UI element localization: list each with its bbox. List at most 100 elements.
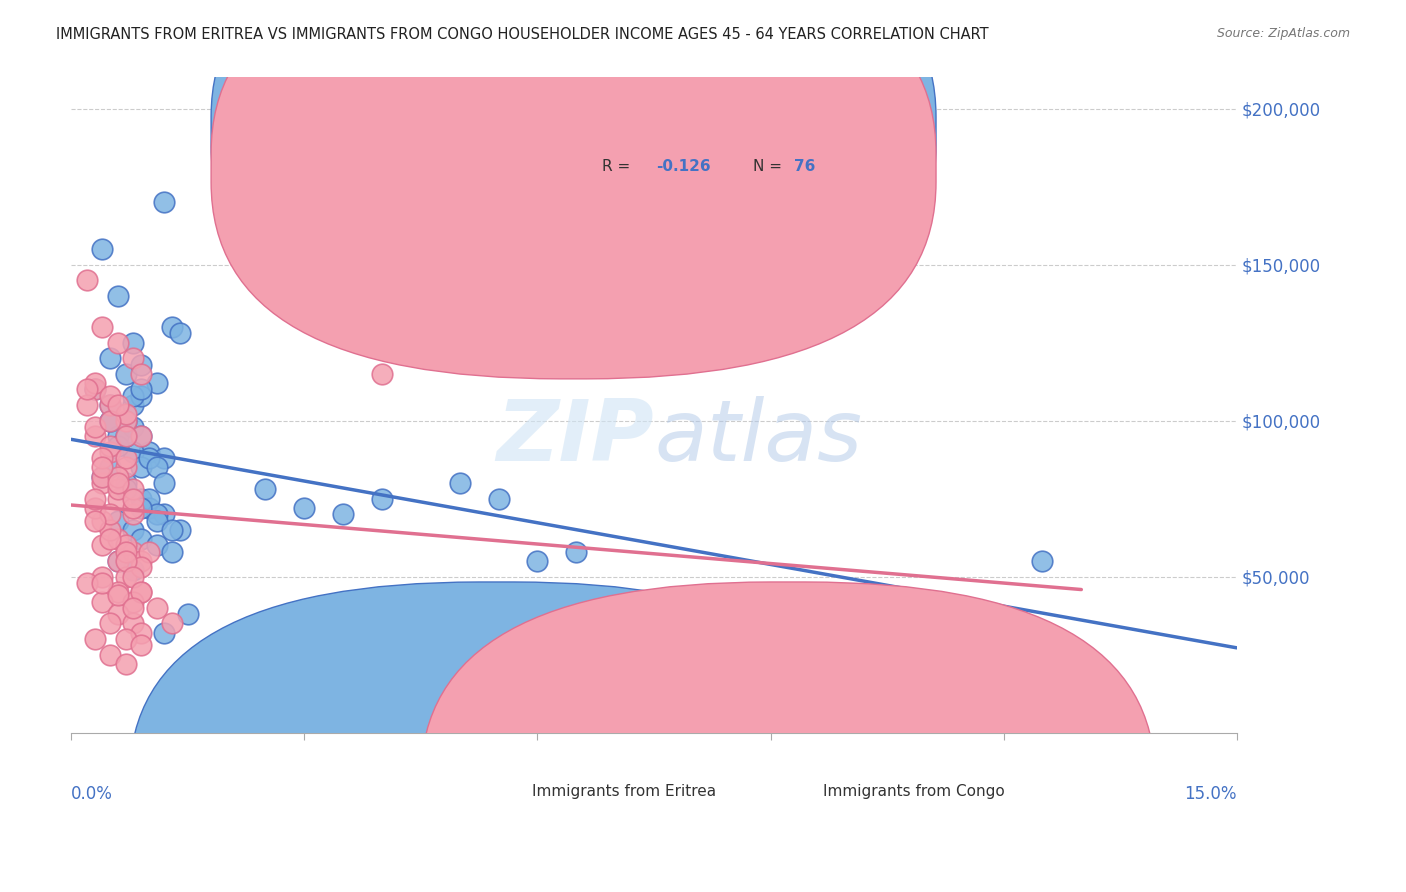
Text: Source: ZipAtlas.com: Source: ZipAtlas.com <box>1216 27 1350 40</box>
Point <box>177 607 200 621</box>
Text: Immigrants from Congo: Immigrants from Congo <box>823 784 1005 799</box>
Point <box>114 632 136 646</box>
Point <box>98 533 121 547</box>
Point <box>98 414 121 428</box>
Point <box>98 616 121 631</box>
Point <box>169 523 191 537</box>
Point <box>98 398 121 412</box>
Text: 15.0%: 15.0% <box>1184 785 1237 803</box>
Point <box>107 483 129 497</box>
FancyBboxPatch shape <box>211 0 936 379</box>
Point <box>122 420 145 434</box>
Point <box>107 533 129 547</box>
Point <box>114 545 136 559</box>
Point <box>91 514 114 528</box>
Point <box>98 351 121 366</box>
Point <box>98 414 121 428</box>
Point <box>153 451 176 466</box>
Point <box>153 625 176 640</box>
Point <box>129 460 152 475</box>
FancyBboxPatch shape <box>211 0 936 343</box>
Point <box>145 600 167 615</box>
Point <box>145 514 167 528</box>
Point <box>83 420 105 434</box>
Text: R =: R = <box>602 124 634 138</box>
Text: R =: R = <box>602 159 640 174</box>
Point <box>76 398 98 412</box>
Point <box>122 351 145 366</box>
Point <box>83 491 105 506</box>
Point <box>153 508 176 522</box>
Point <box>107 429 129 443</box>
Point <box>122 398 145 412</box>
Point <box>76 273 98 287</box>
Point <box>371 491 394 506</box>
Point <box>129 625 152 640</box>
Point <box>107 514 129 528</box>
Point <box>107 607 129 621</box>
Point <box>107 289 129 303</box>
Point <box>122 445 145 459</box>
Point <box>107 585 129 599</box>
Point <box>138 445 160 459</box>
Point <box>83 429 105 443</box>
Point <box>129 429 152 443</box>
Point <box>122 600 145 615</box>
Point <box>107 476 129 491</box>
Point <box>91 476 114 491</box>
Point <box>114 414 136 428</box>
Point <box>129 585 152 599</box>
Point <box>371 367 394 381</box>
Point <box>122 389 145 403</box>
Point <box>83 514 105 528</box>
FancyBboxPatch shape <box>420 582 1156 892</box>
Point <box>129 429 152 443</box>
Point <box>91 575 114 590</box>
Point <box>107 554 129 568</box>
Point <box>114 570 136 584</box>
Point <box>122 483 145 497</box>
Point <box>122 570 145 584</box>
Point <box>145 460 167 475</box>
Point <box>1031 554 1053 568</box>
Point <box>122 501 145 516</box>
Point <box>114 429 136 443</box>
FancyBboxPatch shape <box>537 97 934 202</box>
Point <box>138 501 160 516</box>
Point <box>107 439 129 453</box>
Text: N =: N = <box>754 124 787 138</box>
Point <box>91 594 114 608</box>
Point <box>83 383 105 397</box>
Point <box>292 501 315 516</box>
Point <box>83 501 105 516</box>
Point <box>526 554 548 568</box>
Text: Immigrants from Eritrea: Immigrants from Eritrea <box>531 784 716 799</box>
Text: -0.343: -0.343 <box>648 124 703 138</box>
Point <box>91 570 114 584</box>
Text: ZIP: ZIP <box>496 396 654 479</box>
Point <box>76 383 98 397</box>
Point <box>107 491 129 506</box>
Point <box>114 483 136 497</box>
Point <box>98 439 121 453</box>
Point <box>107 588 129 602</box>
Point <box>122 335 145 350</box>
Point <box>449 476 471 491</box>
Point <box>162 545 184 559</box>
Point <box>91 451 114 466</box>
Text: -0.126: -0.126 <box>657 159 711 174</box>
Point <box>98 414 121 428</box>
Point <box>145 539 167 553</box>
Point <box>114 460 136 475</box>
Point <box>122 545 145 559</box>
Point <box>91 470 114 484</box>
Point <box>153 195 176 210</box>
Point <box>565 545 588 559</box>
Point <box>114 429 136 443</box>
Point <box>83 632 105 646</box>
Point <box>98 389 121 403</box>
Point <box>129 585 152 599</box>
Point <box>129 367 152 381</box>
Point <box>129 358 152 372</box>
Point <box>129 383 152 397</box>
